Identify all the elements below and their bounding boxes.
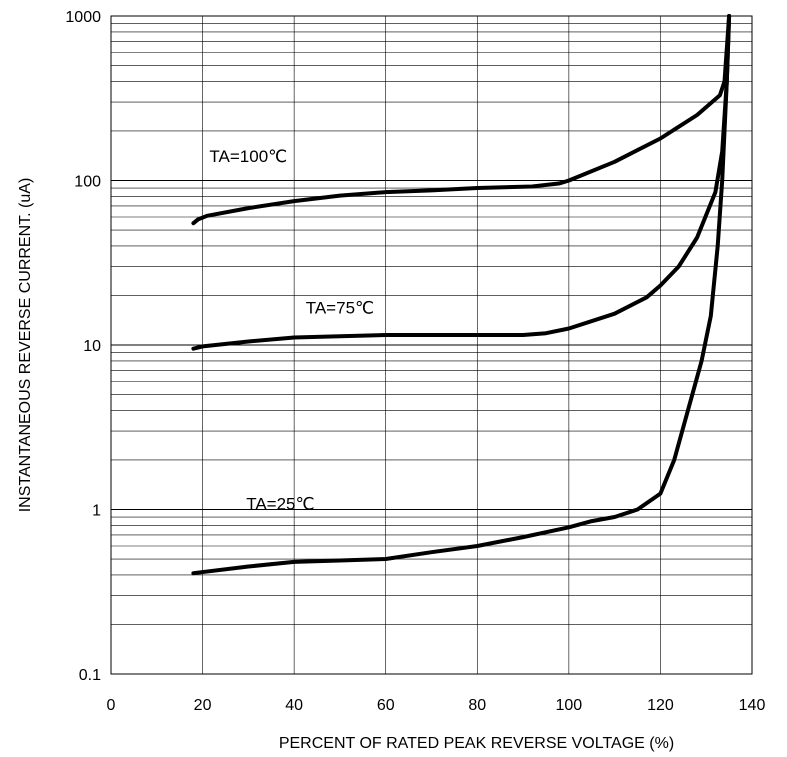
- x-tick-label: 20: [194, 697, 212, 714]
- x-tick-label: 40: [285, 697, 303, 714]
- x-tick-label: 0: [107, 697, 116, 714]
- y-tick-labels: 0.1 1 10 100 1000: [65, 9, 101, 684]
- series-line: [191, 14, 732, 576]
- y-tick-label: 1000: [65, 9, 101, 26]
- x-tick-label: 80: [468, 697, 486, 714]
- y-tick-label: 100: [74, 174, 101, 191]
- grid: [110, 16, 753, 675]
- y-tick-label: 10: [83, 338, 101, 355]
- x-tick-label: 100: [556, 697, 583, 714]
- series-line: [191, 14, 732, 226]
- y-tick-label: 0.1: [79, 667, 101, 684]
- series-layer: [191, 14, 732, 576]
- y-tick-label: 1: [92, 503, 101, 520]
- series-labels: TA=100℃ TA=75℃ TA=25℃: [209, 147, 381, 514]
- x-tick-labels: 0 20 40 60 80 100 120 140: [107, 697, 766, 714]
- series-label: TA=25℃: [246, 495, 314, 514]
- x-tick-label: 140: [739, 697, 766, 714]
- x-tick-label: 120: [647, 697, 674, 714]
- x-axis-title: PERCENT OF RATED PEAK REVERSE VOLTAGE (%…: [279, 735, 674, 752]
- x-tick-label: 60: [377, 697, 395, 714]
- series-line: [191, 14, 732, 351]
- series-label: TA=75℃: [306, 299, 374, 318]
- plot-frame: [110, 15, 753, 675]
- y-axis-title: INSTANTANEOUS REVERSE CURRENT. (uA): [17, 178, 34, 513]
- series-label: TA=100℃: [209, 147, 287, 166]
- series-label-background: [299, 297, 381, 319]
